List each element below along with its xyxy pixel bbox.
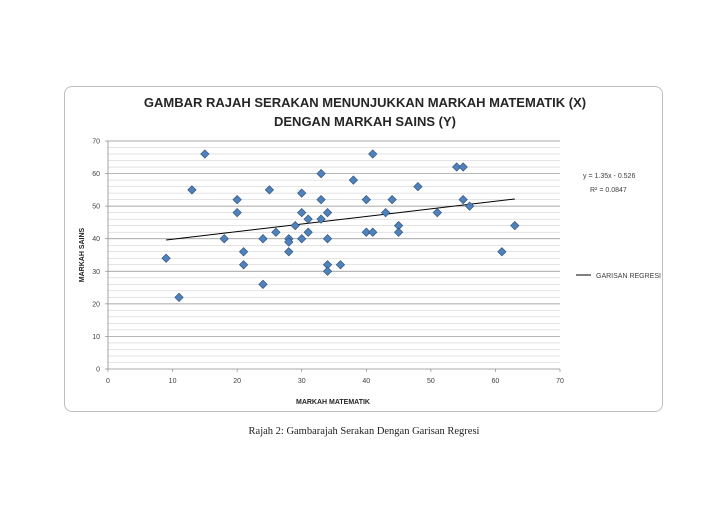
data-point bbox=[316, 195, 326, 205]
data-point bbox=[264, 185, 275, 195]
data-point bbox=[458, 195, 468, 205]
data-point bbox=[361, 195, 371, 205]
legend-label-regression: GARISAN REGRESI bbox=[596, 273, 661, 280]
y-tick-label: 10 bbox=[92, 334, 100, 341]
data-point bbox=[174, 292, 184, 302]
data-point bbox=[322, 208, 333, 218]
data-point bbox=[432, 208, 442, 218]
data-point bbox=[161, 253, 171, 263]
trendline-equation: y = 1.35x - 0.526 bbox=[583, 173, 635, 180]
x-tick-label: 50 bbox=[427, 378, 435, 385]
data-point bbox=[238, 260, 249, 270]
data-point bbox=[238, 247, 249, 257]
chart-frame bbox=[64, 86, 663, 412]
data-point bbox=[322, 266, 333, 276]
data-point bbox=[187, 185, 197, 195]
data-point bbox=[303, 214, 313, 224]
y-tick-label: 60 bbox=[92, 171, 100, 178]
y-tick-label: 20 bbox=[92, 301, 100, 308]
data-point bbox=[297, 188, 307, 198]
data-point bbox=[348, 175, 358, 185]
data-point bbox=[290, 221, 300, 231]
y-tick-label: 0 bbox=[96, 367, 100, 374]
x-tick-label: 60 bbox=[492, 378, 500, 385]
x-tick-label: 70 bbox=[556, 378, 564, 385]
data-point bbox=[387, 195, 397, 205]
x-tick-label: 10 bbox=[169, 378, 177, 385]
legend: GARISAN REGRESI bbox=[576, 273, 661, 280]
data-point bbox=[316, 214, 326, 224]
x-axis-title: MARKAH MATEMATIK bbox=[296, 399, 370, 406]
gridlines bbox=[108, 140, 560, 363]
data-point bbox=[297, 208, 307, 218]
regression-line-layer bbox=[166, 198, 515, 241]
data-point bbox=[258, 279, 268, 289]
trendline-r-squared: R² = 0.0847 bbox=[590, 187, 627, 194]
y-tick-label: 30 bbox=[92, 269, 100, 276]
data-points bbox=[161, 149, 520, 302]
data-point bbox=[393, 227, 404, 237]
chart-title-line-1: GAMBAR RAJAH SERAKAN MENUNJUKKAN MARKAH … bbox=[144, 95, 586, 110]
data-point bbox=[200, 149, 210, 159]
data-point bbox=[284, 247, 294, 257]
data-point bbox=[335, 260, 346, 270]
data-point bbox=[219, 234, 229, 244]
data-point bbox=[464, 201, 475, 211]
data-point bbox=[232, 208, 242, 218]
y-tick-label: 70 bbox=[92, 139, 100, 146]
y-tick-label: 50 bbox=[92, 204, 100, 211]
data-point bbox=[510, 221, 520, 231]
data-point bbox=[303, 227, 313, 237]
y-axis-title: MARKAH SAINS bbox=[79, 227, 86, 282]
data-point bbox=[368, 149, 378, 159]
x-tick-label: 40 bbox=[362, 378, 370, 385]
figure-caption: Rajah 2: Gambarajah Serakan Dengan Garis… bbox=[248, 426, 480, 437]
x-tick-label: 30 bbox=[298, 378, 306, 385]
data-point bbox=[322, 234, 333, 244]
y-tick-labels: 0 10 20 30 40 50 60 70 bbox=[92, 139, 108, 374]
data-point bbox=[271, 227, 281, 237]
chart-title-line-2: DENGAN MARKAH SAINS (Y) bbox=[274, 114, 456, 129]
data-point bbox=[361, 227, 371, 237]
data-point bbox=[297, 234, 307, 244]
x-tick-label: 20 bbox=[233, 378, 241, 385]
x-tick-labels: 0 10 20 30 40 50 60 70 bbox=[106, 369, 564, 385]
data-point bbox=[497, 247, 507, 257]
data-point bbox=[316, 168, 326, 179]
y-tick-label: 40 bbox=[92, 236, 100, 243]
regression-line bbox=[166, 198, 515, 241]
x-tick-label: 0 bbox=[106, 378, 110, 385]
data-point bbox=[381, 208, 391, 218]
data-point bbox=[452, 162, 462, 172]
data-point bbox=[258, 234, 268, 244]
data-point bbox=[284, 237, 294, 247]
axes bbox=[107, 141, 560, 370]
data-point bbox=[232, 195, 242, 205]
data-point bbox=[368, 227, 378, 237]
data-point bbox=[458, 162, 468, 172]
data-point bbox=[413, 181, 423, 192]
